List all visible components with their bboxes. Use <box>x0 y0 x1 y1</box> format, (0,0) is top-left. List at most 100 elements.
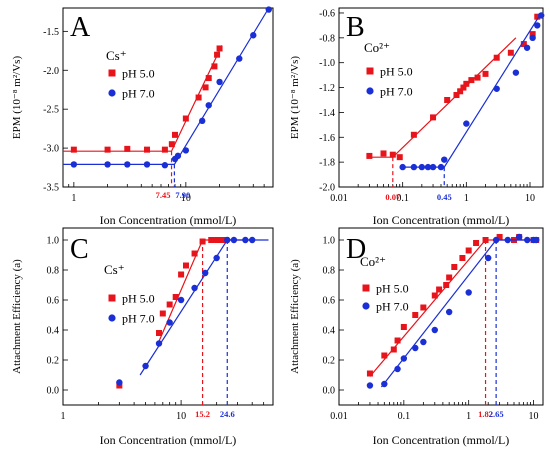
fit-line <box>156 239 253 346</box>
y-tick-label: 0.0 <box>323 386 336 397</box>
x-tick-label: 1 <box>464 193 469 204</box>
data-point-square <box>457 88 464 95</box>
data-point-square <box>199 238 206 245</box>
y-tick-label: 1.0 <box>323 236 336 247</box>
x-axis-label: Ion Concentration (mmol/L) <box>100 213 237 227</box>
data-point-square <box>159 310 166 317</box>
data-point-circle <box>424 163 432 171</box>
data-point-circle <box>142 362 149 370</box>
legend-marker-circle <box>366 87 374 95</box>
y-tick-label: -1.0 <box>319 58 335 69</box>
data-point-circle <box>523 44 531 51</box>
data-point-square <box>431 292 438 299</box>
data-point-square <box>529 31 536 38</box>
y-tick-label: -1.4 <box>319 108 335 119</box>
x-axis-label: Ion Concentration (mmol/L) <box>373 213 510 227</box>
data-point-circle <box>420 338 427 346</box>
data-point-square <box>366 152 373 159</box>
data-point-square <box>412 312 419 318</box>
legend-ion-title: Co²⁺ <box>364 40 390 55</box>
data-point-square <box>520 41 527 48</box>
legend-label: pH 5.0 <box>380 65 413 79</box>
data-point-square <box>496 234 503 240</box>
data-point-circle <box>515 233 523 241</box>
data-point-square <box>482 237 489 243</box>
y-tick-label: -2.5 <box>43 105 59 116</box>
x-axis-label: Ion Concentration (mmol/L) <box>373 433 510 447</box>
data-point-square <box>420 304 427 311</box>
data-point-square <box>208 237 215 243</box>
data-point-circle <box>70 161 78 168</box>
data-point-square <box>389 151 396 158</box>
data-point-circle <box>161 162 169 169</box>
data-point-square <box>172 294 179 300</box>
data-point-square <box>171 131 178 138</box>
data-point-square <box>394 337 401 344</box>
legend-label: pH 5.0 <box>376 282 409 296</box>
legend-label: pH 7.0 <box>380 85 413 99</box>
y-axis-label: Attachment Efficiency (a) <box>11 259 23 374</box>
data-point-circle <box>492 236 500 244</box>
threshold-label: 7.90 <box>175 190 190 200</box>
x-tick-label: 0.1 <box>396 193 409 204</box>
data-point-square <box>182 262 189 269</box>
data-point-square <box>400 324 407 330</box>
x-tick-label: 1 <box>61 411 66 422</box>
data-point-circle <box>242 236 249 244</box>
panel-letter: B <box>346 12 365 43</box>
x-axis-label: Ion Concentration (mmol/L) <box>100 433 237 447</box>
data-point-square <box>410 131 417 138</box>
y-tick-label: 0.4 <box>323 326 336 337</box>
data-point-circle <box>431 326 438 334</box>
data-point-square <box>156 330 163 336</box>
panel-letter: D <box>346 234 366 265</box>
data-point-circle <box>250 32 257 39</box>
data-point-square <box>381 352 388 359</box>
data-point-circle <box>236 55 243 62</box>
panel-b: 0.01 0.1 1 10 -2.0 -1.8 -1.6 -1.4 -1.2 -1.0 -0.8 -0… <box>289 7 545 227</box>
x-tick-label: 1 <box>71 193 76 204</box>
data-point-circle <box>529 34 536 42</box>
data-point-circle <box>381 380 388 388</box>
data-point-circle <box>191 284 198 292</box>
data-point-circle <box>445 308 453 316</box>
data-point-square <box>459 255 466 261</box>
fit-line <box>63 45 223 152</box>
data-point-square <box>465 247 472 254</box>
plot-frame <box>62 7 274 188</box>
y-axis-label: Attachment Efficiency (a) <box>289 259 301 374</box>
data-point-square <box>430 114 437 121</box>
data-point-circle <box>166 319 173 326</box>
legend-label: pH 7.0 <box>376 300 409 314</box>
fit-line <box>63 7 270 165</box>
data-point-square <box>124 145 131 152</box>
data-point-square <box>178 271 185 278</box>
y-axis-label: EPM (10⁻⁸ m²/Vs) <box>289 56 301 140</box>
panel-d: 0.01 0.1 1 10 0.0 0.2 0.4 0.6 0.8 1.0 1.822.65 DCo²… <box>289 227 544 447</box>
legend-label: pH 5.0 <box>122 67 155 81</box>
data-point-circle <box>418 163 426 171</box>
y-tick-label: -2.0 <box>43 66 59 77</box>
data-point-circle <box>493 85 500 92</box>
y-tick-label: -1.2 <box>319 83 335 94</box>
data-point-circle <box>213 254 220 262</box>
data-point-circle <box>224 236 231 244</box>
data-point-square <box>168 141 175 148</box>
data-point-circle <box>399 163 406 171</box>
data-point-square <box>202 84 209 91</box>
plot-frame <box>62 227 274 406</box>
y-axis-label: EPM (10⁻⁸ m²/Vs) <box>11 56 23 140</box>
legend-label: pH 5.0 <box>122 292 155 306</box>
legend-ion-title: Cs⁺ <box>106 48 127 63</box>
data-point-square <box>493 54 500 61</box>
data-point-square <box>444 96 451 103</box>
y-tick-label: 0.4 <box>47 326 60 337</box>
data-point-square <box>218 237 225 243</box>
data-point-square <box>191 250 198 257</box>
x-tick-label: 10 <box>176 411 186 422</box>
fit-line <box>380 239 539 388</box>
threshold-label: 2.65 <box>489 409 504 419</box>
legend-ion-title: Cs⁺ <box>104 262 125 277</box>
data-point-circle <box>104 161 111 168</box>
data-point-square <box>453 92 460 99</box>
